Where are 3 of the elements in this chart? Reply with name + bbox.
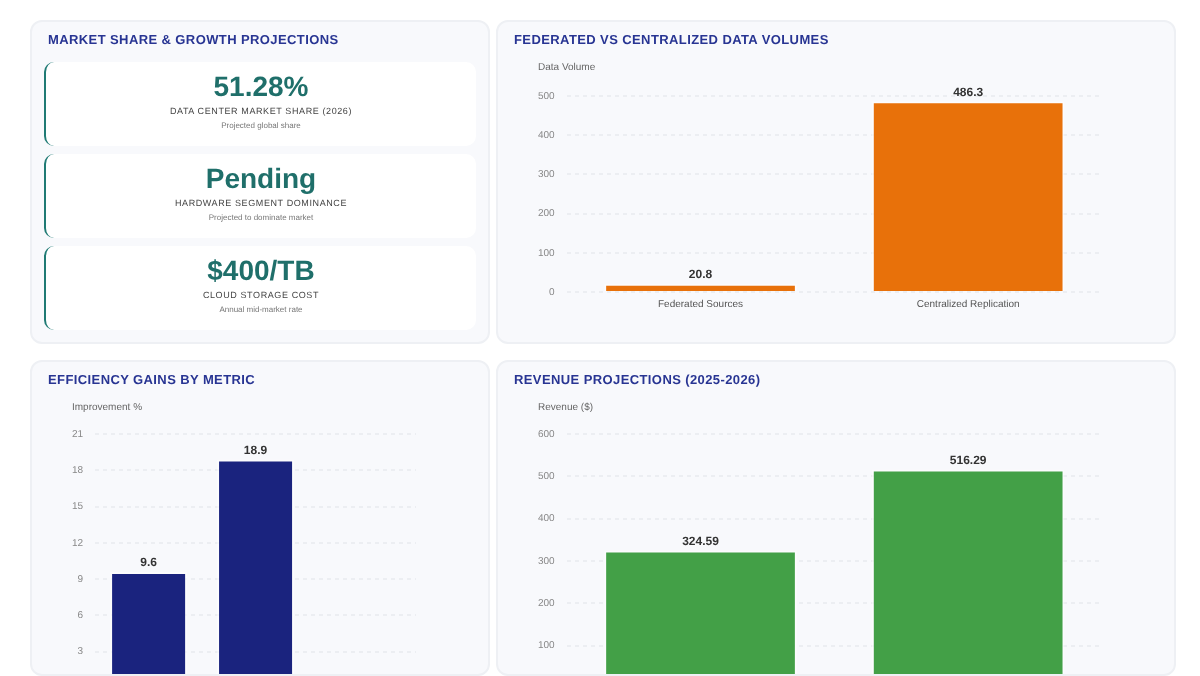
text: Pending [203, 162, 319, 194]
text: 51.28% [211, 70, 311, 102]
text: $400/TB [205, 254, 317, 286]
